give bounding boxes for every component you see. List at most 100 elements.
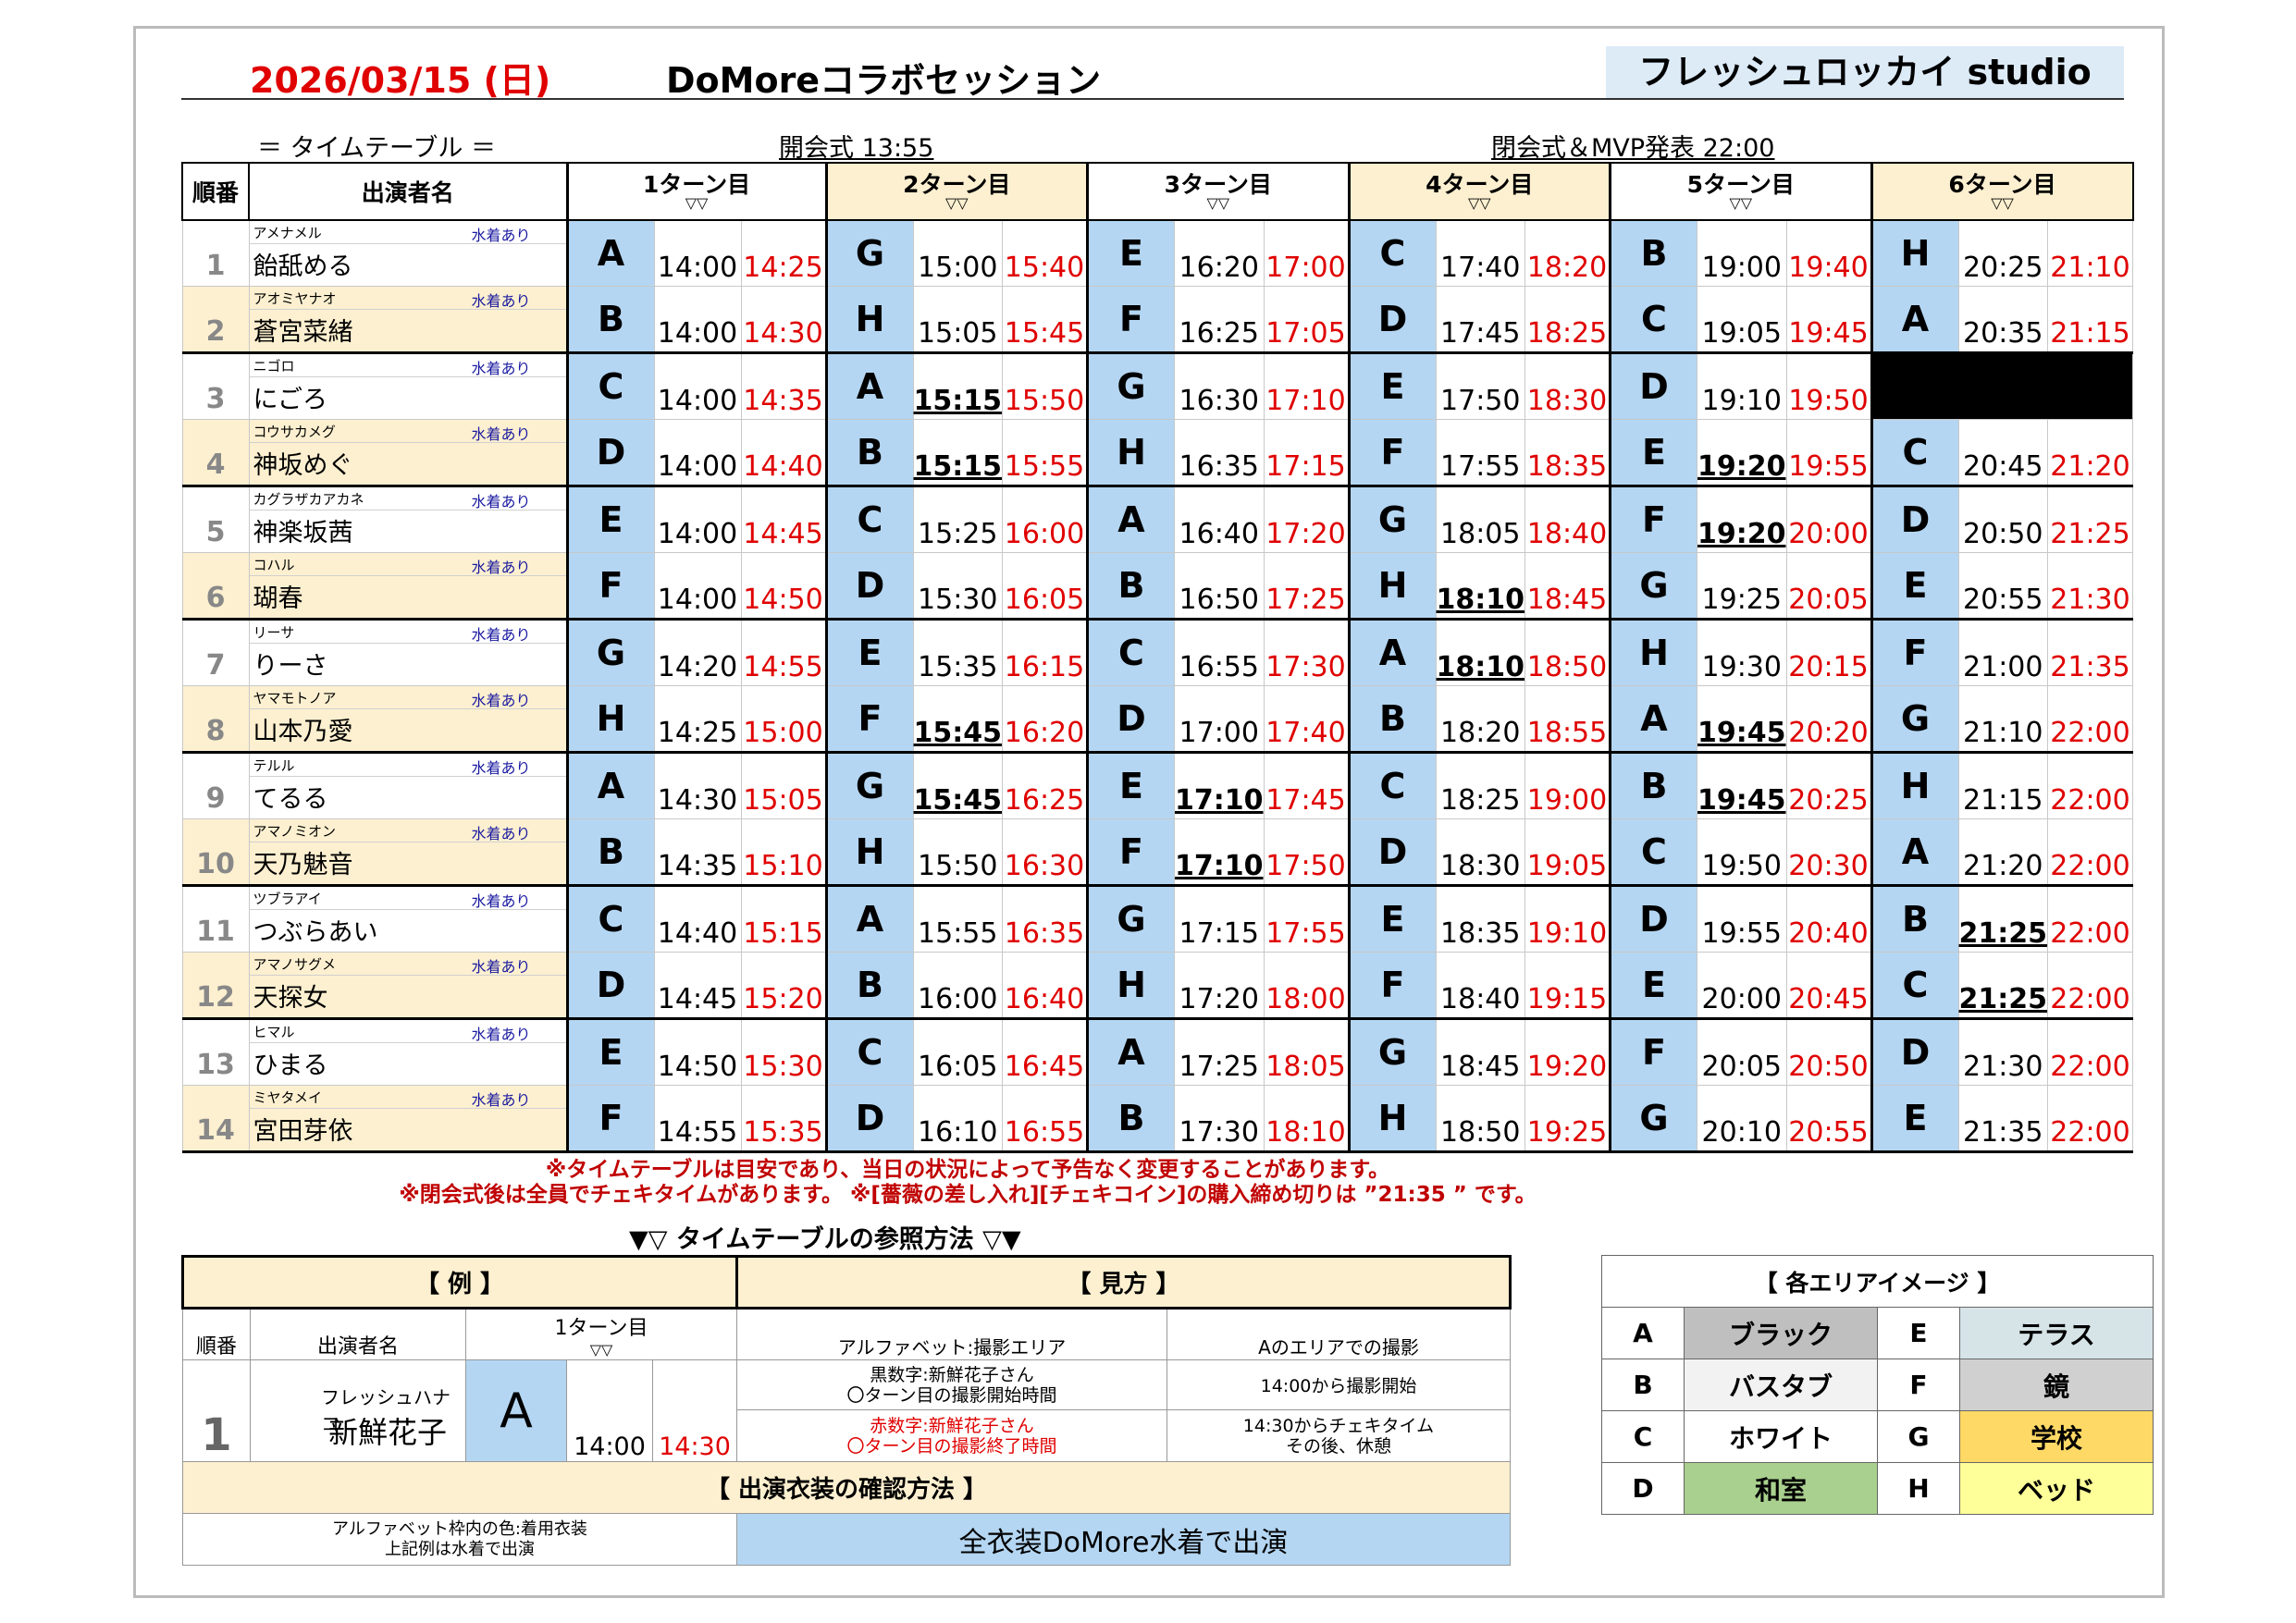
start-time: 17:55	[1435, 419, 1525, 487]
start-time: 15:00	[912, 219, 1003, 287]
area-letter: F	[1609, 486, 1697, 553]
end-time: 20:00	[1785, 486, 1872, 553]
area-letter: G	[1086, 885, 1175, 953]
start-time: 18:35	[1435, 885, 1525, 953]
area-letter: H	[1347, 552, 1437, 621]
swimwear-tag: 水着あり	[471, 692, 531, 709]
area-letter: F	[1086, 818, 1175, 887]
area-letter: A	[1870, 818, 1959, 887]
start-time: 14:00	[653, 486, 742, 553]
end-time: 16:30	[1002, 818, 1088, 887]
swimwear-tag: 水着あり	[471, 493, 531, 510]
area-letter: D	[565, 952, 655, 1020]
performer-name: 瑚春	[253, 584, 303, 613]
row-number: 5	[181, 486, 250, 553]
swimwear-tag: 水着あり	[471, 1091, 531, 1109]
end-time: 22:00	[2047, 1018, 2133, 1086]
performer-kana: アマノミオン	[253, 823, 337, 840]
area-letter: E	[565, 1018, 655, 1086]
area-legend-table: 【 各エリアイメージ 】 A ブラック E テラス B バスタブ F 鏡 C ホワイト G 学校 D 和室…	[1601, 1255, 2154, 1515]
start-time: 14:45	[653, 952, 742, 1020]
performer-kana: ニゴロ	[253, 358, 295, 375]
area-legend-letter: C	[1601, 1410, 1685, 1463]
end-time: 22:00	[2047, 952, 2133, 1020]
start-time: 20:35	[1957, 286, 2048, 354]
area-letter: G	[565, 619, 655, 686]
area-letter: F	[824, 685, 914, 754]
start-time: 15:35	[912, 619, 1003, 686]
performer-kana: アオミヤナオ	[253, 290, 337, 307]
end-time: 18:35	[1524, 419, 1611, 487]
timetable-row: 5 カグラザカアカネ 水着あり 神楽坂茜 E 14:00 14:45 C 15:25 16:00 A…	[181, 486, 2133, 553]
area-letter: F	[1347, 419, 1437, 487]
turn-3-header: 3ターン目 ▽▽	[1086, 162, 1350, 221]
performer-cell: アマノミオン 水着あり 天乃魅音	[248, 818, 568, 887]
area-legend-name: テラス	[1959, 1307, 2154, 1359]
performer-cell: テルル 水着あり てるる	[248, 752, 568, 819]
end-time: 17:05	[1263, 286, 1350, 354]
performer-cell: カグラザカアカネ 水着あり 神楽坂茜	[248, 486, 568, 553]
end-time: 18:00	[1263, 952, 1350, 1020]
start-time: 18:30	[1435, 818, 1525, 887]
end-time: 18:40	[1524, 486, 1611, 553]
start-time: 21:35	[1957, 1085, 2048, 1153]
performer-name: 蒼宮菜緒	[253, 318, 353, 347]
end-time: 19:40	[1785, 219, 1872, 287]
start-time: 16:10	[912, 1085, 1003, 1153]
end-time: 20:05	[1785, 552, 1872, 621]
start-time: 15:05	[912, 286, 1003, 354]
timetable-row: 2 アオミヤナオ 水着あり 蒼宮菜緒 B 14:00 14:30 H 15:05 15:45 F 16…	[181, 286, 2133, 354]
swimwear-tag: 水着あり	[471, 825, 531, 842]
area-legend-title: 【 各エリアイメージ 】	[1601, 1255, 2154, 1308]
performer-name: 飴舐める	[253, 252, 353, 281]
timetable-row: 4 コウサカメグ 水着あり 神坂めぐ D 14:00 14:40 B 15:15 15:55 H 16…	[181, 419, 2133, 487]
area-legend-name: 鏡	[1959, 1359, 2154, 1411]
area-legend-name: ベッド	[1959, 1462, 2154, 1515]
ex-start: 14:00	[566, 1359, 653, 1462]
swimwear-tag: 水着あり	[471, 227, 531, 244]
area-legend-row: A ブラック E テラス	[1601, 1307, 2154, 1359]
timetable-row: 1 アメナメル 水着あり 飴舐める A 14:00 14:25 G 15:00 15:40 E 16:…	[181, 219, 2133, 287]
area-letter: A	[565, 752, 655, 819]
area-legend-letter: H	[1877, 1462, 1960, 1515]
performer-name: 神坂めぐ	[253, 451, 353, 480]
end-time: 15:50	[1002, 352, 1088, 420]
ex-turn-header: 1ターン目 ▽▽	[465, 1308, 737, 1360]
area-letter: C	[1609, 286, 1697, 354]
end-time: 14:35	[740, 352, 827, 420]
performer-kana: リーサ	[253, 624, 295, 641]
end-time: 19:20	[1524, 1018, 1611, 1086]
howto-1b: Aのエリアでの撮影	[1167, 1308, 1511, 1360]
swimwear-tag: 水着あり	[471, 425, 531, 443]
start-time: 14:40	[653, 885, 742, 953]
end-time: 21:30	[2047, 552, 2133, 621]
start-time: 15:45	[912, 685, 1003, 754]
turn-5-header: 5ターン目 ▽▽	[1609, 162, 1872, 221]
area-legend-name: バスタブ	[1684, 1359, 1878, 1411]
end-time: 19:10	[1524, 885, 1611, 953]
end-time: 20:55	[1785, 1085, 1872, 1153]
performer-cell: ミヤタメイ 水着あり 宮田芽依	[248, 1085, 568, 1153]
end-time: 16:15	[1002, 619, 1088, 686]
end-time: 17:55	[1263, 885, 1350, 953]
costume-header: 【 出演衣装の確認方法 】	[182, 1461, 1511, 1514]
end-time: 19:00	[1524, 752, 1611, 819]
area-letter: D	[565, 419, 655, 487]
start-time: 19:05	[1697, 286, 1787, 354]
timetable-label: ＝ タイムテーブル ＝	[257, 134, 497, 163]
ex-col-name: 出演者名	[250, 1308, 466, 1360]
end-time: 18:05	[1263, 1018, 1350, 1086]
start-time: 21:00	[1957, 619, 2048, 686]
area-letter: E	[1086, 752, 1175, 819]
area-letter: H	[824, 286, 914, 354]
start-time: 19:25	[1697, 552, 1787, 621]
area-letter: F	[1347, 952, 1437, 1020]
start-time: 18:45	[1435, 1018, 1525, 1086]
area-letter: C	[565, 885, 655, 953]
start-time: 19:30	[1697, 619, 1787, 686]
area-letter: A	[824, 352, 914, 420]
start-time: 18:05	[1435, 486, 1525, 553]
area-letter: A	[1086, 486, 1175, 553]
performer-cell: コハル 水着あり 瑚春	[248, 552, 568, 621]
timetable-row: 6 コハル 水着あり 瑚春 F 14:00 14:50 D 15:30 16:05 B 16:50 17…	[181, 552, 2133, 621]
